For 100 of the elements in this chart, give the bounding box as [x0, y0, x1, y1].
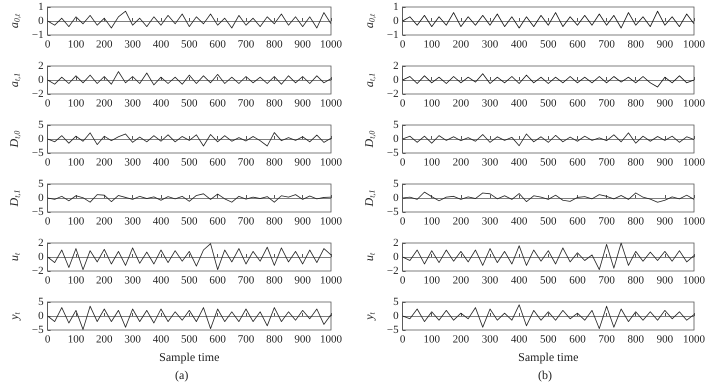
- x-tick-label: 100: [423, 274, 440, 286]
- x-tick-label: 700: [598, 156, 616, 168]
- x-tick-label: 500: [540, 38, 558, 50]
- x-tick-label: 200: [452, 216, 470, 228]
- x-tick-label: 600: [569, 98, 586, 110]
- y-tick-label: 2: [38, 237, 44, 249]
- x-tick-label: 100: [423, 98, 440, 110]
- x-tick-label: 200: [452, 98, 470, 110]
- x-tick-label: 800: [627, 38, 644, 50]
- x-tick-label: 100: [423, 156, 440, 168]
- x-tick-label: 200: [96, 216, 114, 228]
- x-tick-label: 1000: [683, 156, 706, 168]
- x-tick-label: 900: [656, 156, 674, 168]
- x-tick-label: 500: [181, 274, 198, 286]
- x-tick-label: 400: [152, 216, 170, 228]
- y-tick-label: 5: [38, 119, 44, 131]
- x-tick-label: 600: [209, 334, 226, 346]
- y-tick-label: −5: [386, 147, 400, 159]
- y-tick-label: 0: [38, 310, 44, 322]
- x-tick-label: 1000: [683, 334, 706, 346]
- x-tick-label: 300: [482, 216, 499, 228]
- x-tick-label: 800: [266, 98, 284, 110]
- x-tick-label: 200: [96, 156, 114, 168]
- x-tick-label: 900: [656, 98, 674, 110]
- x-tick-label: 400: [152, 334, 170, 346]
- y-tick-label: −5: [32, 324, 44, 336]
- x-tick-label: 1000: [683, 98, 706, 110]
- x-tick-label: 800: [266, 38, 284, 50]
- y-tick-label: 0: [393, 310, 400, 322]
- x-tick-label: 700: [598, 274, 616, 286]
- x-tick-label: 100: [68, 156, 85, 168]
- x-tick-label: 800: [627, 156, 644, 168]
- x-tick-label: 200: [452, 156, 470, 168]
- x-tick-label: 700: [238, 38, 255, 50]
- x-tick-label: 600: [569, 274, 586, 286]
- x-tick-label: 800: [627, 216, 644, 228]
- x-tick-label: 400: [510, 216, 528, 228]
- line-series: [47, 132, 332, 146]
- x-tick-label: 300: [124, 216, 142, 228]
- y-tick-label: 0: [393, 192, 400, 204]
- x-tick-label: 900: [656, 216, 674, 228]
- x-tick-label: 500: [540, 334, 558, 346]
- x-tick-label: 100: [68, 98, 85, 110]
- x-tick-label: 900: [656, 274, 674, 286]
- x-tick-label: 600: [569, 334, 586, 346]
- y-tick-label: −2: [32, 88, 44, 100]
- x-tick-label: 600: [569, 156, 586, 168]
- x-tick-label: 100: [423, 38, 440, 50]
- x-tick-label: 300: [482, 334, 499, 346]
- x-tick-label: 600: [569, 38, 586, 50]
- x-tick-label: 1000: [320, 156, 342, 168]
- x-axis-title: Sample time: [518, 350, 578, 364]
- x-tick-label: 400: [152, 98, 170, 110]
- y-axis-title: a0,t: [362, 13, 376, 28]
- x-tick-label: 900: [294, 98, 312, 110]
- x-tick-label: 100: [68, 216, 85, 228]
- x-tick-label: 700: [238, 334, 255, 346]
- x-tick-label: 400: [152, 38, 170, 50]
- x-tick-label: 1000: [320, 98, 342, 110]
- line-series: [402, 132, 694, 146]
- y-tick-label: 0: [38, 15, 44, 27]
- y-tick-label: 5: [393, 178, 400, 190]
- y-axis-title: Dt,1: [7, 190, 22, 208]
- x-tick-label: 1000: [320, 274, 342, 286]
- line-series: [402, 304, 694, 329]
- x-tick-label: 1000: [683, 38, 706, 50]
- y-axis-title: a0,t: [7, 13, 22, 28]
- x-tick-label: 300: [124, 156, 142, 168]
- line-series: [47, 193, 332, 203]
- x-tick-label: 600: [209, 274, 226, 286]
- line-series: [402, 192, 694, 203]
- x-tick-label: 200: [452, 38, 470, 50]
- y-tick-label: −2: [386, 265, 399, 277]
- x-tick-label: 300: [482, 38, 499, 50]
- x-tick-label: 300: [124, 274, 142, 286]
- x-tick-label: 300: [482, 274, 499, 286]
- y-tick-label: 5: [38, 296, 44, 308]
- x-tick-label: 800: [266, 334, 284, 346]
- x-tick-label: 800: [627, 334, 644, 346]
- x-tick-label: 800: [266, 274, 284, 286]
- y-tick-label: 2: [393, 237, 399, 249]
- x-tick-label: 100: [68, 38, 85, 50]
- x-tick-label: 300: [124, 334, 142, 346]
- x-tick-label: 600: [209, 156, 226, 168]
- y-tick-label: 0: [38, 74, 44, 86]
- x-tick-label: 1000: [683, 274, 706, 286]
- y-tick-label: −5: [386, 206, 400, 218]
- y-axis-title: Dt,1: [362, 190, 376, 208]
- x-tick-label: 200: [96, 98, 114, 110]
- x-tick-label: 1000: [683, 216, 706, 228]
- x-tick-label: 100: [423, 216, 440, 228]
- x-tick-label: 700: [238, 98, 255, 110]
- x-tick-label: 700: [238, 156, 255, 168]
- x-tick-label: 700: [238, 216, 255, 228]
- y-tick-label: −2: [386, 88, 399, 100]
- x-tick-label: 800: [266, 156, 284, 168]
- x-tick-label: 300: [124, 38, 142, 50]
- x-tick-label: 600: [209, 216, 226, 228]
- y-axis-title: ut: [7, 252, 22, 262]
- text: (a): [174, 368, 188, 382]
